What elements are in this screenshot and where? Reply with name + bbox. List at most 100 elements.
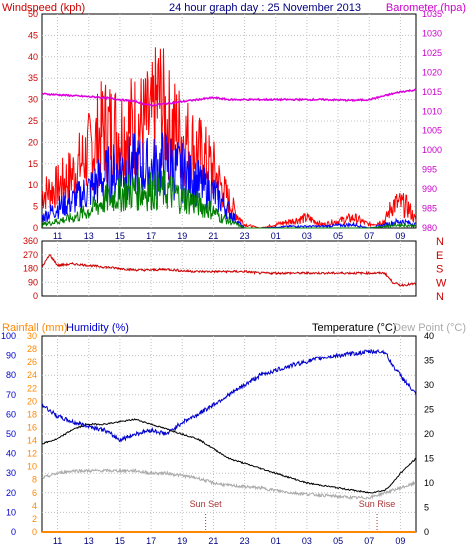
temperature-y-tick: 5 — [424, 503, 429, 513]
temperature-axis-title: Temperature (°C) — [312, 322, 396, 334]
humidity-y-tick: 100 — [1, 331, 16, 341]
wind-x-tick: 01 — [271, 231, 281, 241]
temperature-y-tick: 40 — [424, 331, 434, 341]
direction-y-tick: 270 — [23, 250, 38, 260]
wind-y-tick: 5 — [33, 202, 38, 212]
axis-labels: 11 13 15 17 19 21 23 01 03 05 07 090510152025303540… — [1, 9, 447, 546]
temp-x-tick: 21 — [208, 536, 218, 546]
humidity-y-tick: 60 — [6, 409, 16, 419]
barometer-y-tick: 1020 — [422, 67, 442, 77]
rainfall-y-tick: 26 — [27, 357, 37, 367]
wind-x-tick: 05 — [333, 231, 343, 241]
temp-x-tick: 11 — [53, 536, 62, 546]
humidity-series-line — [41, 348, 417, 443]
temperature-series-line — [41, 418, 417, 494]
rainfall-y-tick: 12 — [27, 449, 37, 459]
humidity-y-tick: 80 — [6, 370, 16, 380]
gust-series-line — [41, 47, 417, 229]
dewpoint-axis-title: Dew Point (°C) — [393, 322, 466, 334]
humidity-y-tick: 10 — [6, 507, 16, 517]
rainfall-y-tick: 4 — [32, 501, 37, 511]
humidity-y-tick: 40 — [6, 449, 16, 459]
speed-series-line — [41, 169, 417, 229]
barometer-y-tick: 1015 — [422, 87, 442, 97]
temp-x-tick: 19 — [177, 536, 187, 546]
rainfall-axis-title: Rainfall (mm) — [2, 322, 67, 334]
wind-y-tick: 10 — [28, 180, 38, 190]
barometer-y-tick: 1010 — [422, 106, 442, 116]
temperature-y-tick: 0 — [424, 527, 429, 537]
rainfall-y-tick: 2 — [32, 514, 37, 524]
rainfall-y-tick: 28 — [27, 344, 37, 354]
humidity-y-tick: 20 — [6, 488, 16, 498]
barometer-y-tick: 985 — [422, 204, 437, 214]
rainfall-y-tick: 20 — [27, 396, 37, 406]
wind-x-tick: 11 — [53, 231, 62, 241]
series-lines — [41, 47, 417, 533]
rainfall-y-tick: 22 — [27, 383, 37, 393]
temp-x-tick: 05 — [333, 536, 343, 546]
barometer-y-tick: 1000 — [422, 145, 442, 155]
compass-label: N — [436, 291, 444, 303]
wind-x-tick: 21 — [208, 231, 218, 241]
rainfall-y-tick: 6 — [32, 488, 37, 498]
temp-x-tick: 23 — [240, 536, 250, 546]
temp-x-tick: 07 — [364, 536, 374, 546]
chart-title: 24 hour graph day : 25 November 2013 — [169, 2, 361, 14]
temperature-y-tick: 10 — [424, 478, 434, 488]
temp-x-tick: 03 — [302, 536, 312, 546]
rainfall-y-tick: 8 — [32, 475, 37, 485]
wind-x-tick: 15 — [115, 231, 125, 241]
wind-y-tick: 15 — [28, 159, 38, 169]
humidity-y-tick: 90 — [6, 351, 16, 361]
compass-label: S — [436, 264, 443, 276]
temp-x-tick: 09 — [395, 536, 405, 546]
barometer-series-line — [41, 88, 417, 107]
barometer-y-tick: 1005 — [422, 126, 442, 136]
wind-y-tick: 0 — [33, 223, 38, 233]
temperature-y-tick: 20 — [424, 429, 434, 439]
humidity-axis-title: Humidity (%) — [66, 322, 129, 334]
windspeed-axis-title: Windspeed (kph) — [2, 2, 85, 14]
temp-x-tick: 17 — [146, 536, 156, 546]
barometer-y-tick: 1035 — [422, 9, 442, 19]
direction-y-tick: 90 — [28, 277, 38, 287]
humidity-y-tick: 0 — [11, 527, 16, 537]
compass-label: W — [436, 277, 447, 289]
wind-y-tick: 30 — [28, 95, 38, 105]
temperature-y-tick: 35 — [424, 356, 434, 366]
rainfall-y-tick: 10 — [27, 462, 37, 472]
humidity-y-tick: 30 — [6, 468, 16, 478]
temp-x-tick: 01 — [271, 536, 281, 546]
wind-x-tick: 19 — [177, 231, 187, 241]
rainfall-y-tick: 30 — [27, 331, 37, 341]
wind-y-tick: 35 — [28, 73, 38, 83]
wind-x-tick: 23 — [240, 231, 250, 241]
direction-y-tick: 0 — [33, 291, 38, 301]
wind-x-tick: 13 — [84, 231, 94, 241]
barometer-y-tick: 995 — [422, 165, 437, 175]
compass-label: E — [436, 250, 443, 262]
temperature-y-tick: 15 — [424, 454, 434, 464]
barometer-y-tick: 990 — [422, 184, 437, 194]
wind-x-tick: 09 — [395, 231, 405, 241]
direction-y-tick: 180 — [23, 264, 38, 274]
wind-y-tick: 20 — [28, 137, 38, 147]
barometer-y-tick: 1030 — [422, 28, 442, 38]
rainfall-y-tick: 0 — [32, 527, 37, 537]
direction-series-line — [41, 254, 417, 287]
rainfall-y-tick: 16 — [27, 422, 37, 432]
dewpoint-series-line — [41, 467, 417, 500]
barometer-y-tick: 980 — [422, 223, 437, 233]
temperature-y-tick: 30 — [424, 380, 434, 390]
humidity-y-tick: 50 — [6, 429, 16, 439]
barometer-axis-title: Barometer (hpa) — [386, 2, 466, 14]
direction-panel — [41, 240, 417, 297]
sun-annotation: Sun Set — [190, 499, 223, 509]
wind-y-tick: 50 — [28, 9, 38, 19]
temperature-y-tick: 25 — [424, 405, 434, 415]
rainfall-y-tick: 24 — [27, 370, 37, 380]
rainfall-y-tick: 14 — [27, 436, 37, 446]
temp-x-tick: 15 — [115, 536, 125, 546]
